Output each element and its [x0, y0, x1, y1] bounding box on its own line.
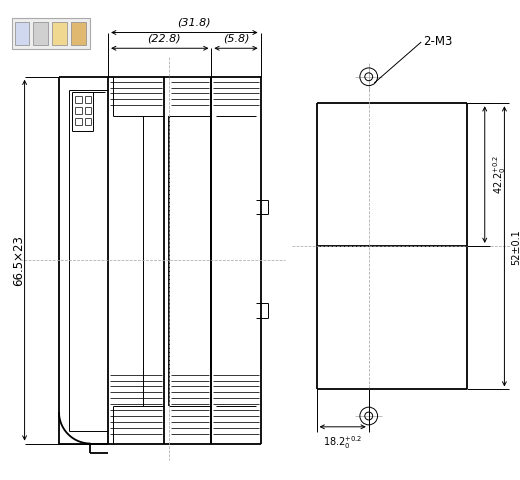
Bar	[15, 23, 30, 46]
Text: 2-M3: 2-M3	[423, 35, 452, 48]
Bar	[52, 23, 67, 46]
Text: 18.2$^{+0.2}_{0}$: 18.2$^{+0.2}_{0}$	[323, 434, 361, 451]
Text: 42.2$^{+0.2}_{0}$: 42.2$^{+0.2}_{0}$	[491, 156, 509, 194]
Text: 52±0.1: 52±0.1	[511, 228, 520, 264]
Bar	[33, 23, 48, 46]
FancyBboxPatch shape	[12, 19, 90, 50]
Text: (5.8): (5.8)	[223, 33, 249, 43]
Text: (22.8): (22.8)	[147, 33, 181, 43]
Bar	[71, 23, 86, 46]
Text: 66.5×23: 66.5×23	[12, 235, 25, 286]
Text: (31.8): (31.8)	[177, 18, 211, 27]
